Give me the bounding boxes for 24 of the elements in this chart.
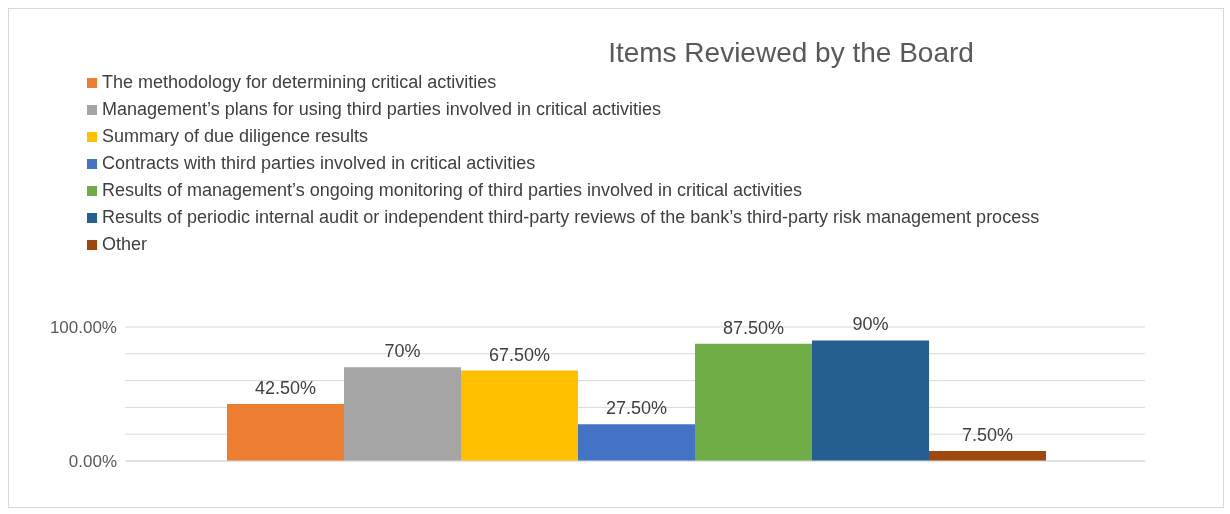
legend-label: Results of periodic internal audit or independent third-party reviews of the bank’s third-party risk management process xyxy=(102,206,1040,229)
data-label: 7.50% xyxy=(961,424,1014,445)
bar xyxy=(344,367,461,461)
y-tick-label: 100.00% xyxy=(49,318,117,338)
legend-label: Contracts with third parties involved in critical activities xyxy=(102,152,536,175)
data-label: 90% xyxy=(852,314,889,335)
bar xyxy=(578,424,695,461)
legend-label: Summary of due diligence results xyxy=(102,125,369,148)
legend-label: Other xyxy=(102,233,148,256)
bar xyxy=(929,450,1046,461)
legend-label: Results of management’s ongoing monitoring of third parties involved in critical activities xyxy=(102,179,803,202)
bar xyxy=(227,404,344,461)
legend-label: Management’s plans for using third parties involved in critical activities xyxy=(102,98,661,121)
bar xyxy=(461,370,578,461)
chart-title: Items Reviewed by the Board xyxy=(607,37,975,69)
data-label: 67.50% xyxy=(488,344,551,365)
data-label: 70% xyxy=(384,341,421,362)
data-label: 42.50% xyxy=(254,378,317,399)
bar xyxy=(812,340,929,461)
y-tick-label: 0.00% xyxy=(68,452,117,472)
bar xyxy=(695,343,812,461)
data-label: 27.50% xyxy=(605,398,668,419)
legend-label: The methodology for determining critical activities xyxy=(102,71,497,94)
data-label: 87.50% xyxy=(722,317,785,338)
